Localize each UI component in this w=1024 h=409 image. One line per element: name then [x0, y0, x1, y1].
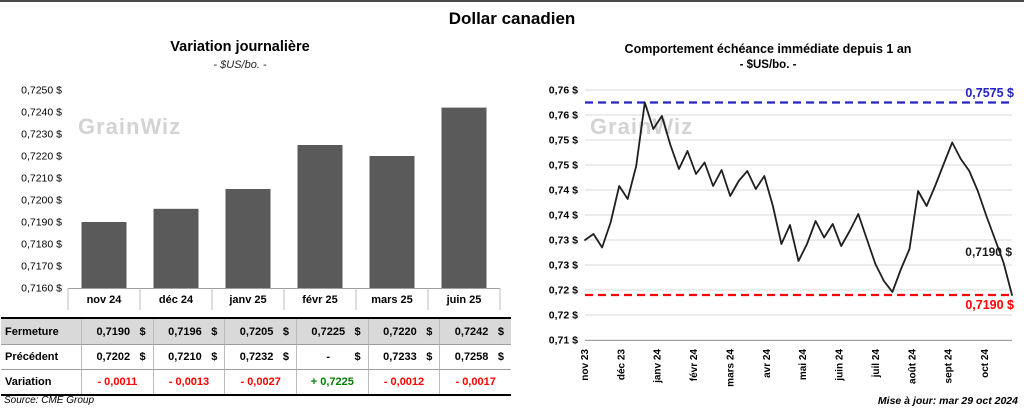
svg-text:janv 25: janv 25: [228, 294, 266, 306]
svg-text:0,7220 $: 0,7220 $: [21, 151, 62, 163]
svg-text:juin 25: juin 25: [446, 294, 482, 306]
table-cell: - 0,0011: [81, 369, 153, 394]
svg-text:oct 24: oct 24: [980, 349, 991, 378]
table-row-label: Précédent: [1, 344, 81, 369]
svg-text:0,72 $: 0,72 $: [549, 310, 578, 322]
values-table: Fermeture 0,7190 $0,7196 $0,7205 $0,7225 $0,7…: [1, 317, 511, 396]
svg-text:juin 24: juin 24: [835, 349, 846, 382]
svg-text:0,7170 $: 0,7170 $: [21, 261, 62, 273]
svg-text:mai 24: mai 24: [798, 349, 809, 381]
update-date-note: Mise à jour: mar 29 oct 2024: [877, 395, 1018, 407]
svg-text:0,71 $: 0,71 $: [549, 335, 578, 347]
table-cell: - $: [295, 344, 368, 369]
page-title: Dollar canadien: [448, 9, 576, 28]
svg-text:nov 23: nov 23: [580, 349, 591, 381]
table-cell: 0,7233 $: [367, 344, 440, 369]
last-value-label: 0,7190 $: [965, 245, 1012, 259]
svg-text:nov 24: nov 24: [87, 294, 123, 306]
svg-text:0,7240 $: 0,7240 $: [21, 107, 62, 119]
table-row-label: Variation: [1, 369, 81, 394]
table-cell: 0,7210 $: [152, 344, 225, 369]
svg-text:févr 25: févr 25: [302, 294, 337, 306]
svg-text:0,73 $: 0,73 $: [549, 260, 578, 272]
svg-text:0,74 $: 0,74 $: [549, 185, 578, 197]
svg-text:0,75 $: 0,75 $: [549, 160, 578, 172]
svg-text:juil 24: juil 24: [871, 349, 882, 379]
svg-text:0,7180 $: 0,7180 $: [21, 239, 62, 251]
svg-text:0,76 $: 0,76 $: [549, 85, 578, 97]
svg-text:0,76 $: 0,76 $: [549, 110, 578, 122]
svg-text:0,74 $: 0,74 $: [549, 210, 578, 222]
left-chart-subtitle: - $US/bo. -: [213, 59, 267, 71]
table-cell: 0,7196 $: [152, 319, 225, 344]
low-reference-label: 0,7190 $: [965, 298, 1014, 312]
svg-text:0,7200 $: 0,7200 $: [21, 195, 62, 207]
svg-text:0,7210 $: 0,7210 $: [21, 173, 62, 185]
svg-text:0,73 $: 0,73 $: [549, 235, 578, 247]
table-cell: 0,7205 $: [224, 319, 296, 344]
table-cell: + 0,7225: [295, 369, 368, 394]
bar-chart: 0,7250 $ 0,7240 $ 0,7230 $ 0,7220 $ 0,7210 $…: [21, 85, 501, 310]
table-cell: - 0,0017: [439, 369, 511, 394]
table-cell: 0,7220 $: [367, 319, 440, 344]
svg-text:0,75 $: 0,75 $: [549, 135, 578, 147]
svg-text:déc 24: déc 24: [159, 294, 194, 306]
right-chart-subtitle: - $US/bo. -: [739, 59, 797, 71]
svg-text:0,7250 $: 0,7250 $: [21, 85, 62, 97]
table-cell: 0,7258 $: [439, 344, 511, 369]
svg-text:0,7230 $: 0,7230 $: [21, 129, 62, 141]
right-chart-title: Comportement échéance immédiate depuis 1…: [624, 42, 912, 56]
left-chart-title: Variation journalière: [170, 39, 310, 55]
table-cell: - 0,0013: [152, 369, 225, 394]
table-cell: 0,7242 $: [439, 319, 511, 344]
high-reference-label: 0,7575 $: [965, 86, 1014, 100]
table-cell: 0,7225 $: [295, 319, 368, 344]
table-row-label: Fermeture: [1, 319, 81, 344]
table-cell: - 0,0027: [224, 369, 296, 394]
line-chart: 0,76 $ 0,76 $ 0,75 $ 0,75 $ 0,74 $ 0,74 $ 0,73…: [549, 85, 1013, 387]
table-cell: 0,7232 $: [224, 344, 296, 369]
svg-text:0,72 $: 0,72 $: [549, 285, 578, 297]
svg-text:mars 25: mars 25: [371, 294, 413, 306]
svg-text:janv 24: janv 24: [653, 349, 664, 384]
svg-text:août 24: août 24: [907, 349, 918, 384]
svg-text:mars 24: mars 24: [725, 349, 736, 387]
svg-text:févr 24: févr 24: [689, 349, 700, 382]
table-cell: 0,7190 $: [81, 319, 153, 344]
svg-text:sept 24: sept 24: [944, 349, 955, 384]
table-cell: - 0,0012: [367, 369, 440, 394]
svg-text:déc 23: déc 23: [616, 349, 627, 381]
svg-text:0,7160 $: 0,7160 $: [21, 283, 62, 295]
source-note: Source: CME Group: [4, 395, 95, 406]
svg-text:avr 24: avr 24: [762, 349, 773, 378]
svg-text:0,7190 $: 0,7190 $: [21, 217, 62, 229]
table-cell: 0,7202 $: [81, 344, 153, 369]
